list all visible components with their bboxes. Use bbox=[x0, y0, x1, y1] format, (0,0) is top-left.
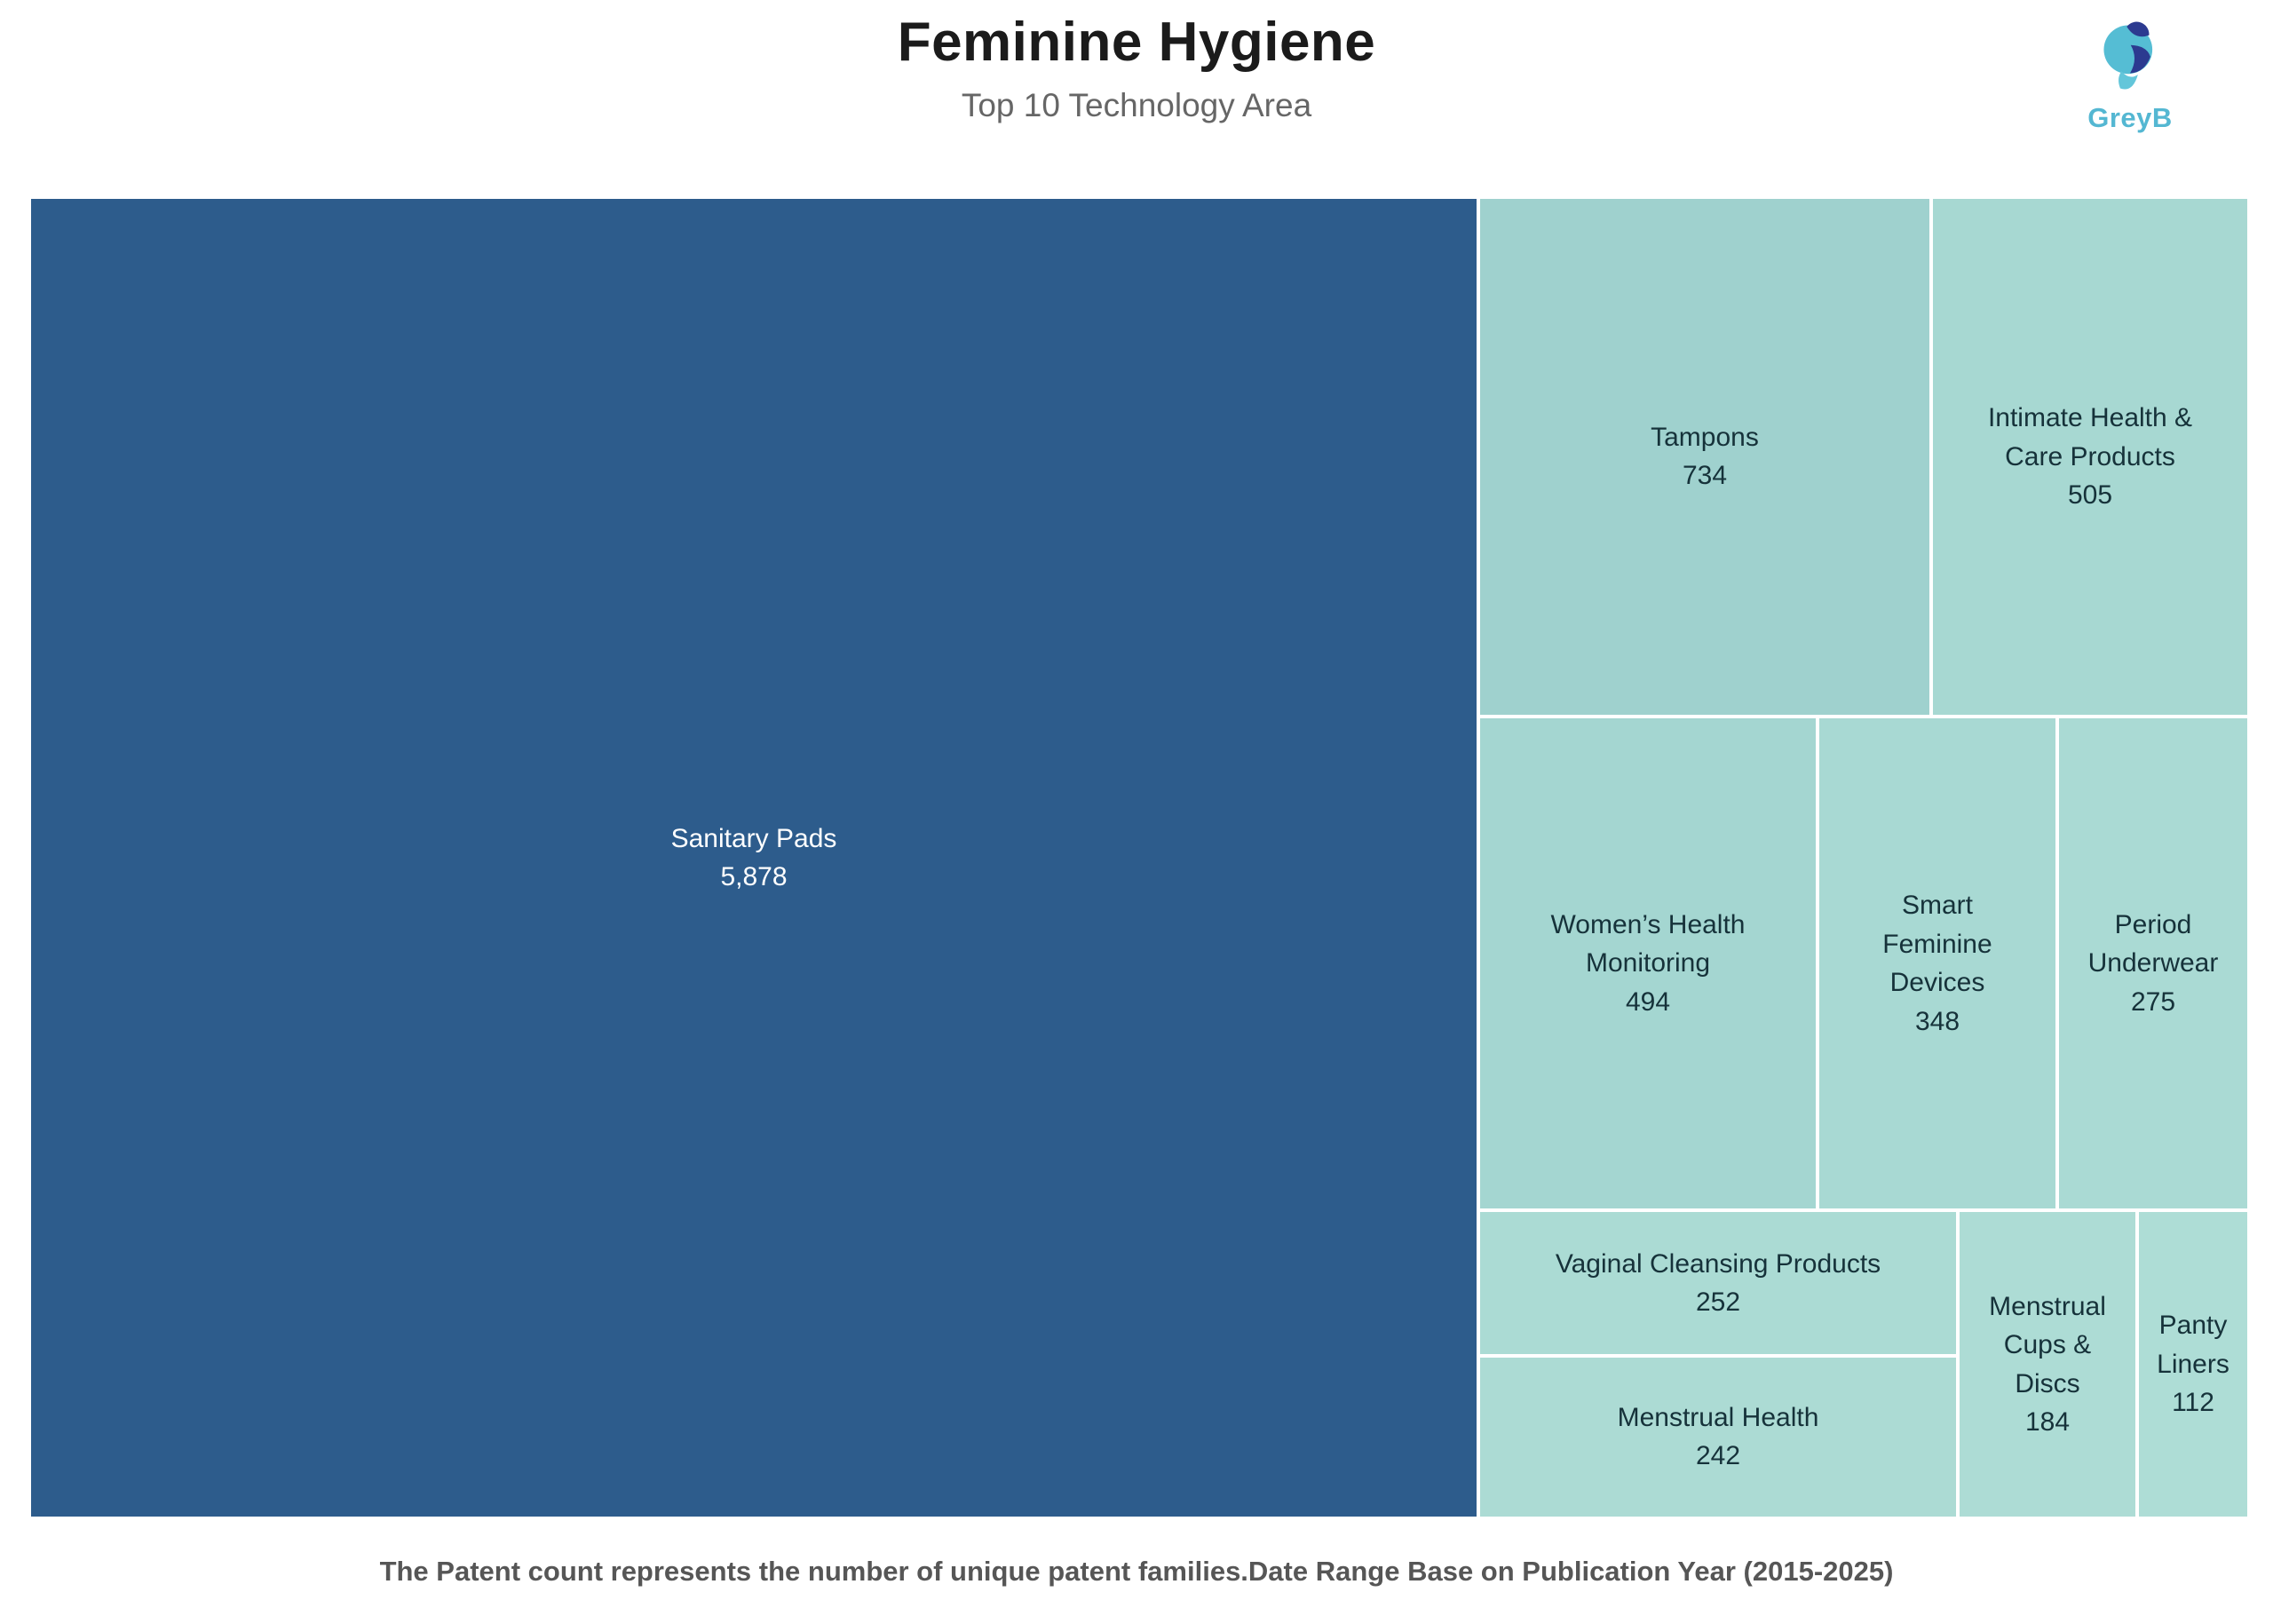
tile-label: Panty Liners bbox=[2157, 1311, 2229, 1379]
treemap-tile-tampons[interactable]: Tampons 734 bbox=[1478, 197, 1931, 717]
tile-text: Women’s Health Monitoring 494 bbox=[1523, 900, 1773, 1027]
treemap-tile-smart-feminine-devices[interactable]: Smart Feminine Devices 348 bbox=[1818, 716, 2057, 1211]
tile-value: 252 bbox=[1695, 1287, 1741, 1318]
tile-value: 494 bbox=[1625, 986, 1671, 1017]
tile-label: Sanitary Pads bbox=[670, 823, 837, 853]
tile-text: Panty Liners 112 bbox=[2143, 1301, 2243, 1428]
tile-value: 184 bbox=[2024, 1407, 2071, 1438]
tile-text: Period Underwear 275 bbox=[2072, 900, 2234, 1027]
treemap-tile-womens-health-monitoring[interactable]: Women’s Health Monitoring 494 bbox=[1478, 716, 1818, 1211]
tile-label: Period Underwear bbox=[2087, 909, 2219, 978]
page-title: Feminine Hygiene bbox=[897, 12, 1376, 73]
greyb-logo: GreyB bbox=[2072, 14, 2188, 134]
treemap-tile-menstrual-health[interactable]: Menstrual Health 242 bbox=[1478, 1355, 1958, 1518]
treemap-tile-menstrual-cups-discs[interactable]: Menstrual Cups & Discs 184 bbox=[1958, 1210, 2137, 1518]
tile-label: Menstrual Health bbox=[1617, 1402, 1819, 1432]
tile-label: Women’s Health Monitoring bbox=[1550, 909, 1746, 978]
tile-text: Intimate Health & Care Products 505 bbox=[1968, 393, 2212, 520]
page-subtitle: Top 10 Technology Area bbox=[961, 87, 1312, 123]
treemap-tile-period-underwear[interactable]: Period Underwear 275 bbox=[2057, 716, 2249, 1211]
tile-value: 5,878 bbox=[720, 862, 788, 891]
tile-value: 112 bbox=[2172, 1388, 2214, 1418]
tile-text: Sanitary Pads 5,878 bbox=[666, 814, 843, 902]
treemap-chart: Sanitary Pads 5,878 Tampons 734 Intimate… bbox=[29, 197, 2249, 1518]
tile-value: 734 bbox=[1682, 461, 1728, 491]
tile-text: Smart Feminine Devices 348 bbox=[1870, 881, 2005, 1046]
tile-label: Menstrual Cups & Discs bbox=[1989, 1291, 2106, 1398]
tile-text: Menstrual Cups & Discs 184 bbox=[1974, 1282, 2122, 1447]
tile-label: Smart Feminine Devices bbox=[1882, 891, 1992, 998]
tile-value: 348 bbox=[1914, 1006, 1960, 1036]
tile-value: 505 bbox=[2067, 480, 2113, 511]
treemap-tile-panty-liners[interactable]: Panty Liners 112 bbox=[2137, 1210, 2249, 1518]
tile-label: Vaginal Cleansing Products bbox=[1555, 1248, 1881, 1279]
treemap-tile-sanitary-pads[interactable]: Sanitary Pads 5,878 bbox=[29, 197, 1478, 1518]
tile-text: Vaginal Cleansing Products 252 bbox=[1550, 1240, 1886, 1327]
tile-label: Intimate Health & Care Products bbox=[1987, 403, 2193, 471]
tile-value: 242 bbox=[1695, 1441, 1741, 1471]
treemap-tile-vaginal-cleansing-products[interactable]: Vaginal Cleansing Products 252 bbox=[1478, 1210, 1958, 1356]
footnote: The Patent count represents the number o… bbox=[379, 1556, 1894, 1587]
tile-label: Tampons bbox=[1651, 422, 1759, 452]
greyb-logo-text: GreyB bbox=[2087, 102, 2173, 133]
tile-text: Menstrual Health 242 bbox=[1612, 1393, 1825, 1481]
tile-value: 275 bbox=[2130, 986, 2176, 1017]
tile-text: Tampons 734 bbox=[1645, 413, 1764, 501]
greyb-logo-icon bbox=[2089, 14, 2171, 99]
treemap-tile-intimate-health-care-products[interactable]: Intimate Health & Care Products 505 bbox=[1931, 197, 2249, 717]
